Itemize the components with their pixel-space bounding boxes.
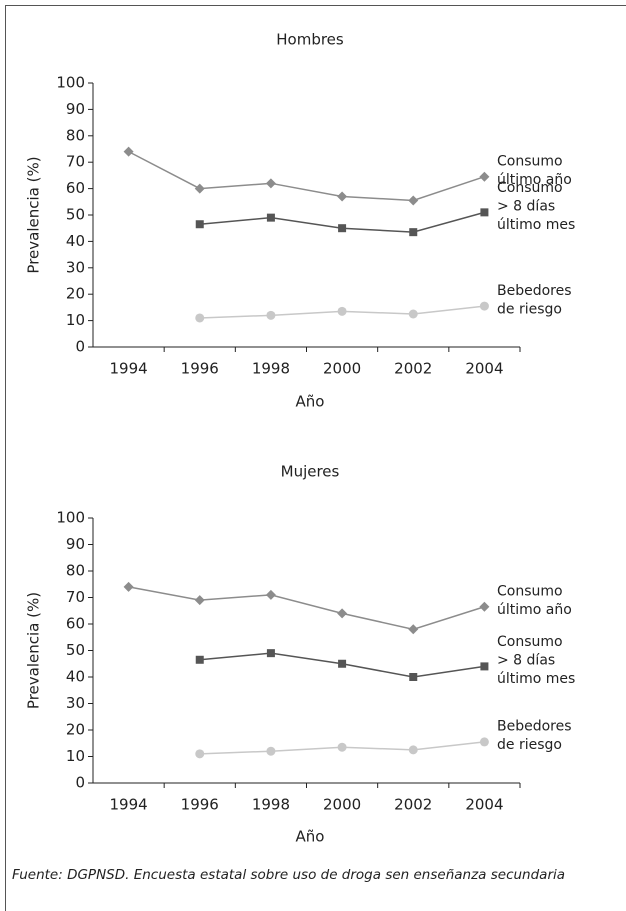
- frame: [5, 5, 626, 911]
- marker: [408, 309, 418, 319]
- y-tick-label: 60: [66, 615, 85, 633]
- chart-title: Hombres: [276, 31, 344, 49]
- y-tick-label: 100: [56, 509, 85, 527]
- series-line: [128, 150, 485, 202]
- marker: [480, 662, 489, 671]
- y-tick-label: 40: [66, 668, 85, 686]
- marker: [337, 742, 347, 752]
- x-tick-label: 2004: [465, 796, 503, 814]
- marker: [265, 589, 276, 600]
- marker: [408, 195, 419, 206]
- x-tick-label: 1996: [181, 796, 219, 814]
- marker: [195, 313, 205, 323]
- y-tick-label: 10: [66, 311, 85, 329]
- marker: [338, 659, 347, 668]
- marker: [408, 745, 418, 755]
- y-tick-label: 90: [66, 100, 85, 118]
- marker: [479, 171, 490, 182]
- y-tick-label: 0: [75, 338, 85, 356]
- y-tick-label: 30: [66, 694, 85, 712]
- y-tick-label: 80: [66, 562, 85, 580]
- y-tick-label: 90: [66, 535, 85, 553]
- x-tick-label: 1994: [109, 796, 147, 814]
- marker: [195, 749, 205, 759]
- series-label: Consumo: [497, 180, 563, 196]
- x-tick-label: 1994: [109, 360, 147, 378]
- x-tick-label: 2000: [323, 796, 361, 814]
- series-label: último año: [497, 172, 572, 188]
- y-tick-label: 0: [75, 774, 85, 792]
- x-axis-label: Año: [296, 828, 325, 846]
- marker: [409, 673, 418, 681]
- y-axis-label: Prevalencia (%): [25, 592, 43, 709]
- y-tick-label: 40: [66, 232, 85, 250]
- x-tick-label: 1998: [252, 360, 290, 378]
- y-tick-label: 10: [66, 747, 85, 765]
- marker: [266, 746, 276, 756]
- marker: [479, 737, 489, 747]
- series-label: de riesgo: [497, 737, 562, 753]
- chart-title: Mujeres: [281, 463, 340, 481]
- marker: [266, 649, 275, 658]
- y-axis-label: Prevalencia (%): [25, 156, 43, 273]
- series-label: Consumo: [497, 634, 563, 650]
- y-tick-label: 50: [66, 206, 85, 224]
- series-line: [128, 586, 485, 631]
- marker: [195, 655, 204, 664]
- y-tick-label: 30: [66, 258, 85, 276]
- marker: [337, 191, 348, 202]
- x-tick-label: 2002: [394, 796, 432, 814]
- y-tick-label: 50: [66, 641, 85, 659]
- series-label: último mes: [497, 671, 575, 687]
- x-tick-label: 1996: [181, 360, 219, 378]
- x-tick-label: 2000: [323, 360, 361, 378]
- marker: [123, 146, 134, 157]
- marker: [338, 224, 347, 233]
- series-label: Bebedores: [497, 719, 572, 735]
- marker: [408, 624, 419, 635]
- marker: [266, 310, 276, 320]
- x-axis-label: Año: [296, 393, 325, 411]
- marker: [265, 178, 276, 189]
- series-label: > 8 días: [497, 652, 555, 668]
- marker: [194, 183, 205, 194]
- series-label: > 8 días: [497, 198, 555, 214]
- x-tick-label: 2004: [465, 360, 503, 378]
- source-note: Fuente: DGPNSD. Encuesta estatal sobre u…: [12, 867, 566, 883]
- x-tick-label: 2002: [394, 360, 432, 378]
- y-tick-label: 20: [66, 721, 85, 739]
- y-tick-label: 60: [66, 179, 85, 197]
- series-label: último año: [497, 602, 572, 618]
- marker: [337, 306, 347, 316]
- marker: [194, 595, 205, 606]
- marker: [123, 581, 134, 592]
- marker: [195, 220, 204, 229]
- marker: [480, 208, 489, 217]
- marker: [266, 213, 275, 222]
- marker: [479, 601, 490, 612]
- y-tick-label: 70: [66, 153, 85, 171]
- series-label: Consumo: [497, 584, 563, 600]
- series-label: último mes: [497, 217, 575, 233]
- marker: [337, 608, 348, 619]
- marker: [409, 228, 418, 237]
- series-label: Consumo: [497, 153, 563, 169]
- series-label: de riesgo: [497, 301, 562, 317]
- x-tick-label: 1998: [252, 796, 290, 814]
- y-tick-label: 80: [66, 126, 85, 144]
- y-tick-label: 100: [56, 74, 85, 92]
- marker: [479, 301, 489, 311]
- series-label: Bebedores: [497, 283, 572, 299]
- y-tick-label: 20: [66, 285, 85, 303]
- y-tick-label: 70: [66, 588, 85, 606]
